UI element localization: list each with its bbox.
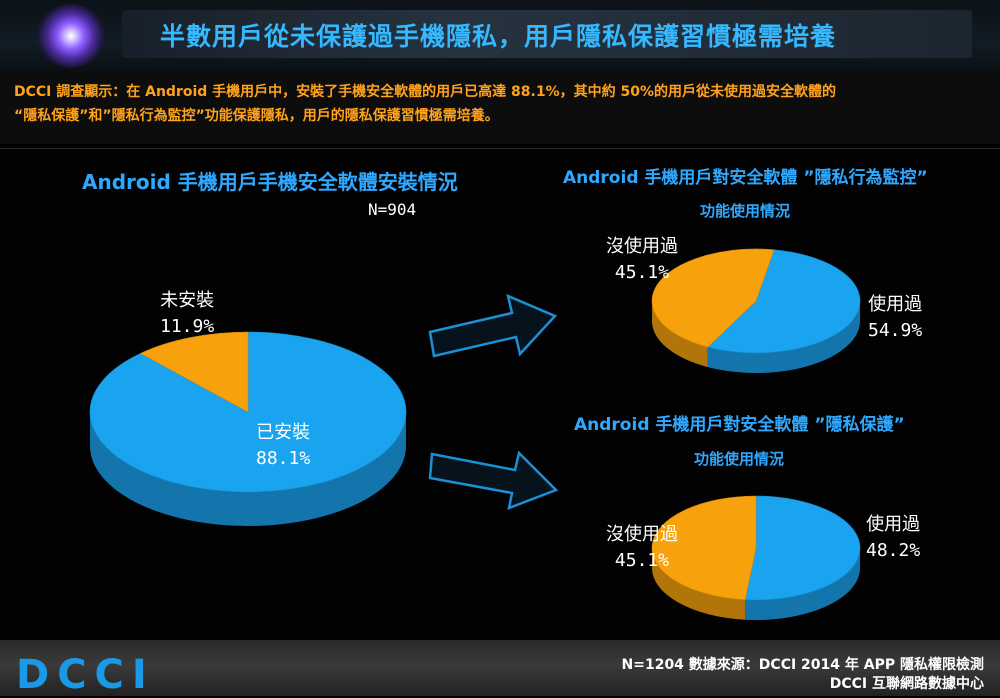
chart1-slice-1 [139,331,249,413]
summary-line-2: “隱私保護”和”隱私行為監控”功能保護隱私，用戶的隱私保護習慣極需培養。 [14,108,499,124]
summary-text: DCCI 調查顯示：在 Android 手機用戶中，安裝了手機安全軟體的用戶已高… [14,80,994,128]
footer-org: DCCI 互聯網路數據中心 [829,676,984,692]
chart1-slice-label-not-installed: 未安裝 11.9% [160,290,215,337]
arrow-up-right-icon [428,293,558,358]
chart2-title: Android 手機用戶對安全軟體 ”隱私行為監控” [563,168,928,188]
chart2-slice-0 [707,249,861,354]
chart1-title: Android 手機用戶手機安全軟體安裝情況 [82,170,458,194]
dcci-logo: DCCI [16,652,155,698]
star-logo-icon [36,4,106,68]
chart1-note: N=904 [368,200,417,219]
arrow-down-right-icon [428,450,559,510]
page-title: 半數用戶從未保護過手機隱私，用戶隱私保護習慣極需培養 [160,22,837,51]
footer-source: N=1204 數據來源：DCCI 2014 年 APP 隱私權限檢測 [621,657,984,673]
chart2-slice-label-not-used: 沒使用過 45.1% [606,236,678,283]
chart3-slice-side-1 [652,548,746,620]
summary-panel [0,72,1000,144]
chart3-slice-label-not-used: 沒使用過 45.1% [606,524,678,571]
chart2-subtitle: 功能使用情況 [700,202,791,220]
title-bar [122,10,972,58]
chart2-slice-label-used: 使用過 54.9% [868,294,923,341]
summary-line-1: DCCI 調查顯示：在 Android 手機用戶中，安裝了手機安全軟體的用戶已高… [14,84,836,100]
chart1-slice-side-0 [90,412,406,526]
chart3-subtitle: 功能使用情況 [694,450,785,468]
chart3-title: Android 手機用戶對安全軟體 ”隱私保護” [574,415,905,435]
chart2-slice-side-0 [707,301,860,373]
chart2-slice-1 [651,248,775,348]
chart2-slice-side-1 [652,301,708,368]
chart3-slice-label-used: 使用過 48.2% [866,514,921,561]
chart1-slice-label-installed: 已安裝 88.1% [256,422,311,469]
chart3-slice-side-0 [745,548,860,620]
chart3-slice-1 [651,495,757,601]
chart3-slice-0 [744,495,861,601]
footer-bar [0,640,1000,696]
